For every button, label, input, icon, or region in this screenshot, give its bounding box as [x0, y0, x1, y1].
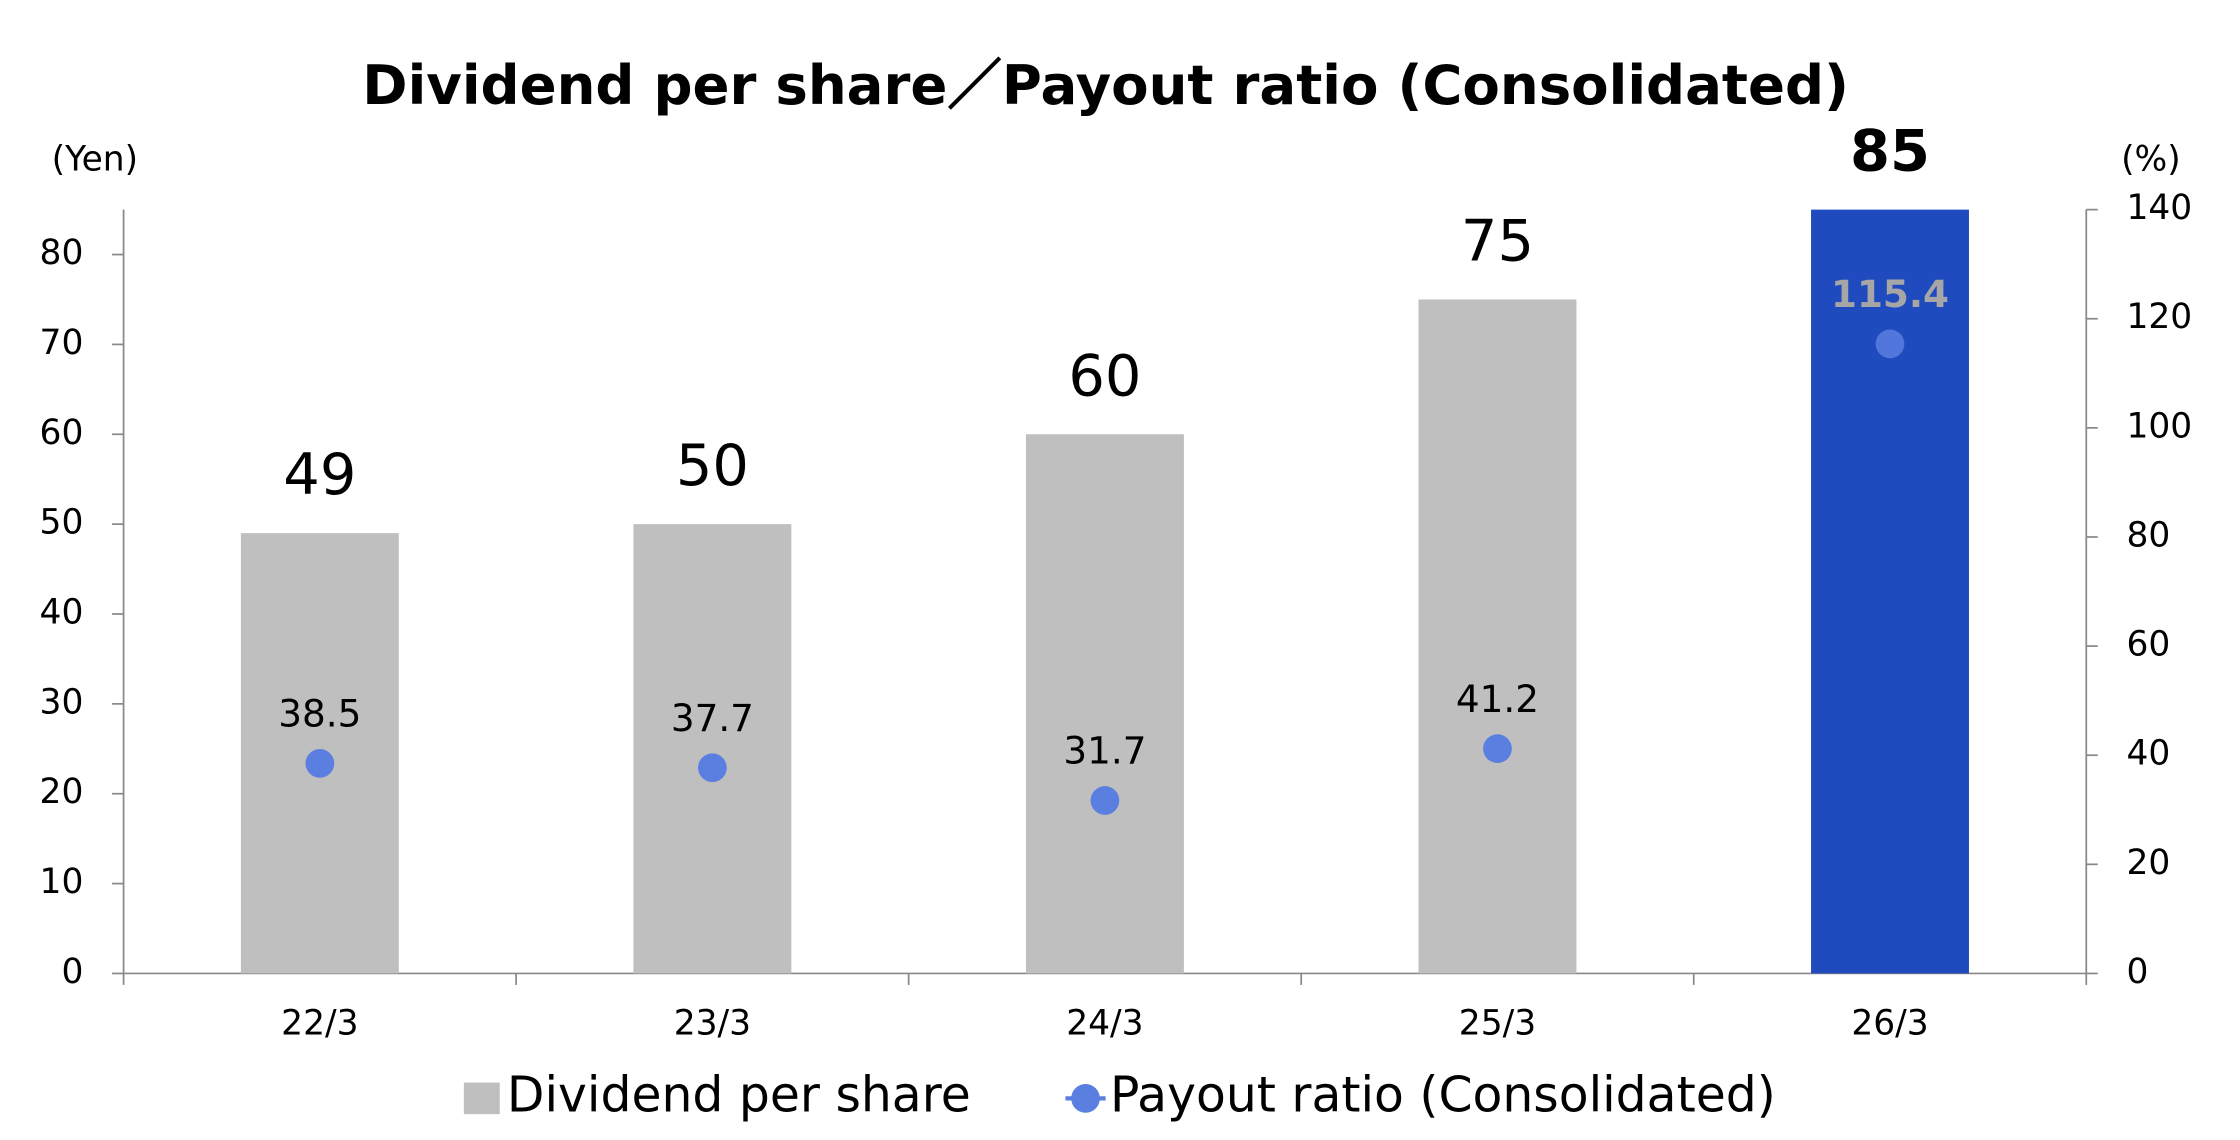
- point-value-label: 41.2: [1456, 677, 1539, 721]
- y-tick-label: 30: [40, 682, 84, 722]
- x-tick-label: 26/3: [1851, 1004, 1928, 1044]
- point: [1875, 329, 1905, 359]
- legend-swatch: [463, 1082, 500, 1115]
- y-axis-label: (Yen): [52, 139, 138, 179]
- bar-value-label: 60: [1068, 342, 1141, 409]
- x-tick-label: 23/3: [674, 1004, 751, 1044]
- point: [305, 749, 335, 778]
- y2-tick-label: 20: [2126, 843, 2170, 883]
- y-tick-label: 20: [40, 772, 84, 812]
- chart-title: Dividend per share／Payout ratio (Consoli…: [362, 53, 1849, 117]
- y2-tick-label: 40: [2126, 734, 2170, 774]
- bar-value-label: 85: [1850, 118, 1930, 185]
- y-tick-label: 50: [40, 503, 84, 543]
- x-tick-label: 24/3: [1066, 1004, 1143, 1044]
- point-value-label: 38.5: [278, 692, 361, 736]
- point: [698, 753, 727, 783]
- point-value-label: 115.4: [1831, 272, 1949, 316]
- y2-axis-label: (%): [2121, 139, 2181, 179]
- y-tick-label: 40: [40, 593, 84, 633]
- point-value-label: 31.7: [1063, 729, 1146, 773]
- bar: [633, 524, 792, 974]
- legend-label: Dividend per share: [507, 1066, 971, 1123]
- y2-tick-label: 60: [2126, 625, 2170, 665]
- y-tick-label: 60: [40, 413, 84, 453]
- y2-tick-label: 0: [2126, 952, 2148, 992]
- point-value-label: 37.7: [671, 696, 754, 740]
- x-tick-label: 22/3: [281, 1004, 358, 1044]
- y2-tick-label: 100: [2126, 406, 2192, 446]
- y-tick-label: 0: [61, 952, 83, 992]
- y-tick-label: 70: [40, 323, 84, 363]
- legend-marker: [1071, 1084, 1100, 1113]
- bar: [1418, 299, 1577, 974]
- bar-value-label: 49: [283, 441, 356, 508]
- legend-label: Payout ratio (Consolidated): [1110, 1066, 1776, 1123]
- x-tick-label: 25/3: [1459, 1004, 1536, 1044]
- y2-tick-label: 140: [2126, 188, 2192, 228]
- y-tick-label: 80: [40, 233, 84, 273]
- bar: [1025, 434, 1184, 974]
- bar-value-label: 75: [1461, 208, 1534, 275]
- point: [1090, 786, 1120, 815]
- y2-tick-label: 120: [2126, 297, 2192, 337]
- bar-value-label: 50: [676, 432, 749, 499]
- y2-tick-label: 80: [2126, 515, 2170, 555]
- bar: [1811, 209, 1969, 974]
- point: [1483, 734, 1512, 764]
- y-tick-label: 10: [40, 862, 84, 902]
